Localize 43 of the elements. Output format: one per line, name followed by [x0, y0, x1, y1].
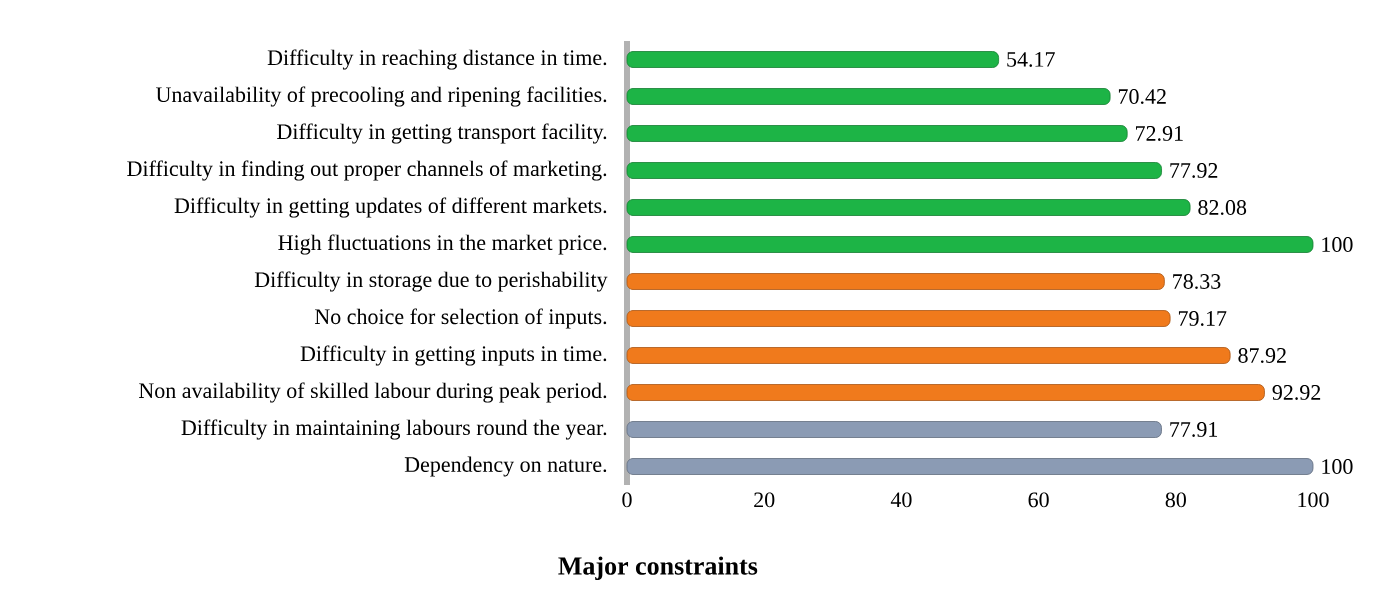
y-tick-label: Difficulty in maintaining labours round the year. — [181, 419, 607, 440]
y-tick-label: Difficulty in getting updates of different markets. — [174, 197, 607, 218]
bar — [626, 421, 1162, 438]
bar — [626, 51, 1000, 68]
y-tick-label: Difficulty in getting inputs in time. — [300, 345, 607, 366]
bar — [626, 125, 1128, 142]
x-tick-label: 60 — [1028, 492, 1049, 508]
data-label: 54.17 — [1007, 52, 1055, 67]
data-label: 92.92 — [1272, 385, 1321, 400]
bar — [626, 384, 1265, 401]
data-label: 82.08 — [1198, 200, 1247, 215]
data-label: 77.92 — [1170, 163, 1218, 178]
x-tick-label: 40 — [890, 492, 912, 508]
y-tick-label: Difficulty in storage due to perishability — [254, 271, 608, 292]
y-tick-label: No choice for selection of inputs. — [314, 308, 607, 329]
y-tick-label: Difficulty in reaching distance in time. — [267, 49, 607, 70]
data-label: 77.91 — [1170, 422, 1218, 437]
y-tick-label: High fluctuations in the market price. — [278, 234, 607, 255]
y-tick-label: Difficulty in finding out proper channels of marketing. — [127, 160, 607, 181]
bar — [626, 88, 1111, 105]
y-tick-label: Difficulty in getting transport facility. — [277, 123, 607, 144]
bar — [626, 199, 1191, 216]
bar — [626, 236, 1314, 253]
x-tick-label: 100 — [1298, 492, 1329, 508]
data-label: 72.91 — [1136, 126, 1183, 141]
data-label: 70.42 — [1118, 89, 1166, 104]
data-label: 100 — [1322, 237, 1353, 252]
y-tick-label: Non availability of skilled labour during peak period. — [139, 382, 607, 403]
x-tick-label: 0 — [622, 492, 632, 508]
bar — [626, 458, 1314, 475]
data-label: 87.92 — [1238, 348, 1286, 363]
data-label: 78.33 — [1173, 274, 1221, 289]
y-tick-label: Dependency on nature. — [404, 456, 607, 477]
bar — [626, 347, 1231, 364]
data-label: 79.17 — [1178, 311, 1227, 326]
x-tick-label: 80 — [1165, 492, 1186, 508]
y-tick-label: Unavailability of precooling and ripening facilities. — [155, 86, 607, 107]
data-label: 100 — [1322, 459, 1353, 474]
bar — [626, 310, 1171, 327]
x-axis-title: Major constraints — [558, 556, 758, 580]
x-tick-label: 20 — [754, 492, 775, 508]
bar — [626, 162, 1162, 179]
bar — [626, 273, 1165, 290]
